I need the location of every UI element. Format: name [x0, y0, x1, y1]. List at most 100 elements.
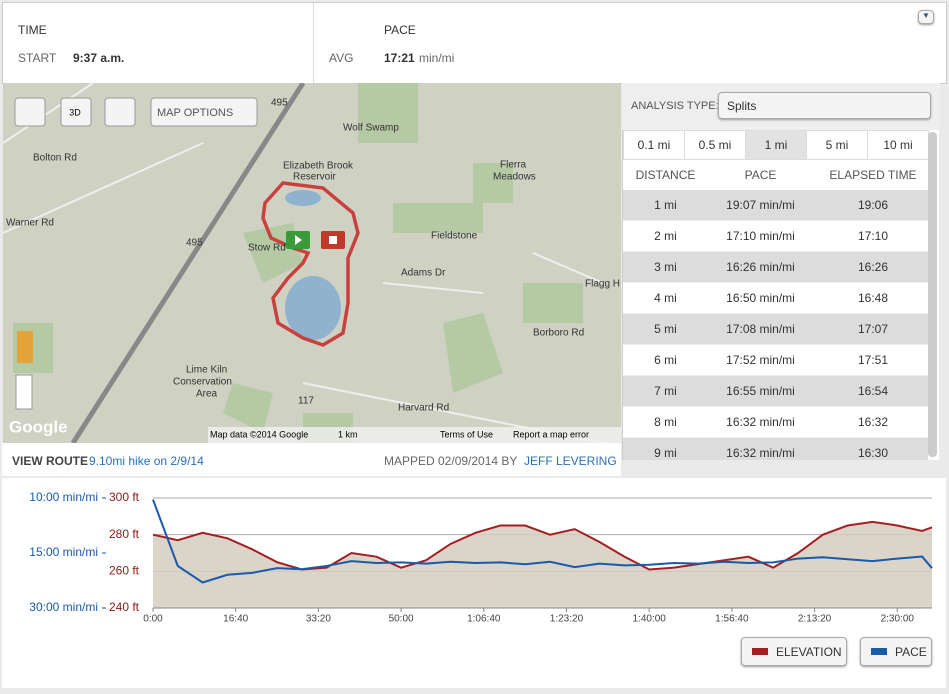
map-label: Elizabeth Brook: [283, 161, 354, 172]
x-tick-label: 16:40: [223, 614, 248, 625]
column-header: ELAPSED TIME: [829, 168, 917, 182]
attribution: Map data ©2014 Google: [210, 429, 308, 439]
row-bg: [623, 376, 928, 407]
avg-pace: 17:21: [384, 51, 415, 65]
collapse-button[interactable]: ▼: [918, 10, 934, 24]
map-label: Area: [196, 389, 218, 400]
elevation-area: [153, 521, 932, 608]
analysis-select[interactable]: Splits: [718, 92, 931, 119]
cell: 16:55 min/mi: [726, 384, 795, 398]
analysis-label: ANALYSIS TYPE:: [631, 100, 719, 112]
distance-tab[interactable]: 0.5 mi: [684, 130, 746, 160]
start-label: START: [18, 51, 57, 65]
map-label: Conservation: [173, 377, 232, 388]
map-label: Bolton Rd: [33, 153, 77, 164]
cell: 6 mi: [654, 353, 677, 367]
author-link[interactable]: JEFF LEVERING: [524, 454, 617, 468]
attribution-bar: [208, 427, 621, 443]
cell: 16:32: [857, 415, 889, 429]
terms[interactable]: Terms of Use: [440, 429, 493, 439]
row-bg: [623, 438, 928, 460]
map-label: Lime Kiln: [186, 365, 227, 376]
pace-label: PACE: [384, 23, 416, 37]
cell: 5 mi: [654, 322, 677, 336]
distance-tab[interactable]: 1 mi: [745, 130, 807, 160]
header: TIME START 9:37 a.m. PACE AVG 17:21 min/…: [2, 2, 947, 84]
view-route-label: VIEW ROUTE: [12, 454, 89, 468]
highway-shield: 495: [186, 238, 203, 249]
x-tick-label: 33:20: [306, 614, 331, 625]
y2-tick-label: 15:00 min/mi: [29, 545, 98, 559]
lake: [285, 276, 341, 340]
distance-tab[interactable]: 10 mi: [867, 130, 929, 160]
cell: 9 mi: [654, 446, 677, 460]
map-label: Harvard Rd: [398, 403, 449, 414]
map-label: Stow Rd: [248, 243, 286, 254]
mapped-label: MAPPED 02/09/2014 BY: [384, 454, 518, 468]
3d-label: 3D: [69, 107, 81, 117]
cell: 8 mi: [654, 415, 677, 429]
y-tick-label: 300 ft: [109, 490, 140, 504]
row-bg: [623, 252, 928, 283]
cell: 17:51: [857, 353, 889, 367]
legend-pace[interactable]: PACE: [860, 637, 932, 666]
start-time: 9:37 a.m.: [73, 51, 125, 65]
report[interactable]: Report a map error: [513, 429, 589, 439]
y2-tick-label: 10:00 min/mi: [29, 490, 98, 504]
legend-swatch: [752, 648, 768, 655]
legend-label: PACE: [895, 645, 927, 659]
play-icon: [295, 235, 302, 245]
y-tick-label: 280 ft: [109, 527, 140, 541]
cell: 17:08 min/mi: [726, 322, 795, 336]
street-view[interactable]: [17, 331, 33, 363]
series-line: [152, 520, 933, 571]
cell: 16:26: [857, 260, 889, 274]
route-shield: 117: [298, 396, 314, 407]
row-bg: [623, 221, 928, 252]
splits-table: 0.1 mi 0.5 mi 1 mi 5 mi 10 mi DISTANCE PACE ELA…: [622, 130, 939, 460]
row-bg: [623, 345, 928, 376]
fullscreen-button[interactable]: [14, 97, 46, 127]
map-label: Adams Dr: [401, 268, 446, 279]
cell: 2 mi: [654, 229, 677, 243]
column-header: PACE: [744, 168, 777, 182]
x-tick-label: 2:30:00: [881, 614, 915, 625]
y-tick-label: 260 ft: [109, 564, 140, 578]
row-bg: [623, 190, 928, 221]
y-tick-label: 240 ft: [109, 600, 140, 614]
map-label: Fieldstone: [431, 231, 478, 242]
replay-button[interactable]: [104, 97, 136, 127]
highway: [70, 83, 306, 443]
roads: [3, 83, 604, 443]
cell: 4 mi: [654, 291, 677, 305]
row-bg: [623, 283, 928, 314]
3d-button[interactable]: [60, 97, 92, 127]
map-options-button[interactable]: [150, 97, 258, 127]
map-label: Meadows: [493, 172, 536, 183]
cell: 16:48: [857, 291, 889, 305]
avg-label: AVG: [329, 51, 354, 65]
reservoir: [285, 190, 321, 206]
x-tick-label: 1:06:40: [467, 614, 501, 625]
zoom-control[interactable]: [15, 374, 33, 410]
cell: 7 mi: [654, 384, 677, 398]
map-label: Wolf Swamp: [343, 123, 399, 134]
legend-elevation[interactable]: ELEVATION: [741, 637, 847, 666]
cell: 1 mi: [654, 198, 677, 212]
cell: 3 mi: [654, 260, 677, 274]
map-label: Flagg H: [585, 279, 620, 290]
map-label: Warner Rd: [6, 218, 54, 229]
distance-tab[interactable]: 5 mi: [806, 130, 868, 160]
cell: 17:07: [857, 322, 889, 336]
scrollbar[interactable]: [928, 132, 937, 457]
cell: 17:10 min/mi: [726, 229, 795, 243]
map-label: Flerra: [500, 160, 527, 171]
stop-icon: [329, 236, 337, 244]
y2-tick-label: 30:00 min/mi: [29, 600, 98, 614]
distance-tab[interactable]: 0.1 mi: [623, 130, 685, 160]
route-link[interactable]: 9.10mi hike on 2/9/14: [89, 454, 204, 468]
x-tick-label: 50:00: [389, 614, 414, 625]
row-bg: [623, 314, 928, 345]
map: Wolf Swamp Elizabeth Brook Reservoir Fle…: [3, 83, 621, 443]
